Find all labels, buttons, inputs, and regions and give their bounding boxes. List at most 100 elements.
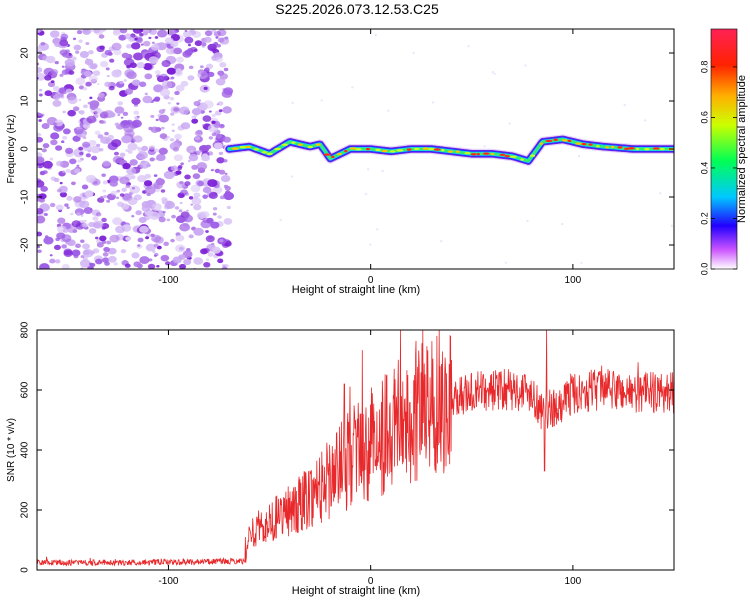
noise-speckle (165, 261, 171, 266)
noise-speckle (175, 68, 182, 74)
noise-speckle (93, 107, 103, 115)
noise-speckle (85, 81, 92, 87)
snr-series (37, 330, 674, 567)
noise-speckle (212, 185, 223, 194)
noise-speckle (59, 191, 68, 198)
noise-speckle (133, 194, 142, 201)
noise-speckle (122, 111, 129, 117)
noise-speckle (108, 85, 115, 91)
x-tick-label: -100 (158, 576, 178, 587)
noise-speckle (137, 244, 141, 247)
y-tick-label: -20 (20, 237, 31, 252)
noise-speckle (78, 39, 83, 43)
noise-speckle (144, 73, 153, 80)
noise-speckle (62, 128, 71, 135)
noise-speckle (75, 77, 86, 85)
noise-speckle (37, 245, 41, 249)
spectrogram-y-label: Frequency (Hz) (6, 115, 17, 184)
noise-speckle (72, 37, 77, 41)
track-peak (261, 151, 268, 154)
noise-speckle (57, 217, 66, 224)
noise-speckle (159, 88, 171, 97)
noise-speckle (93, 29, 104, 35)
noise-speckle (160, 189, 166, 193)
noise-speckle (139, 160, 150, 169)
noise-speckle (101, 240, 107, 244)
noise-speckle (59, 39, 69, 47)
noise-speckle (114, 122, 120, 127)
noise-speckle (49, 30, 60, 38)
noise-speckle (491, 71, 495, 74)
y-tick-label: -10 (20, 189, 31, 204)
noise-speckle (109, 58, 115, 63)
noise-speckle (176, 102, 180, 105)
noise-speckle (191, 108, 202, 116)
noise-speckle (65, 168, 71, 173)
snr-panel: -100 0 100 0 200 400 600 800 Height of straigh… (6, 321, 675, 597)
noise-speckle (217, 215, 222, 219)
noise-speckle (142, 31, 149, 36)
noise-speckle (56, 160, 64, 167)
track-peak (344, 149, 348, 153)
noise-speckle (76, 30, 83, 35)
noise-speckle (102, 180, 109, 185)
noise-speckle (685, 246, 687, 248)
noise-speckle (175, 84, 185, 92)
noise-speckle (125, 236, 131, 241)
noise-speckle (157, 29, 168, 38)
track-peak (617, 146, 623, 149)
noise-speckle (220, 174, 231, 183)
noise-speckle (139, 33, 144, 37)
noise-speckle (38, 119, 42, 122)
noise-speckle (483, 145, 486, 148)
noise-speckle (39, 170, 46, 176)
noise-speckle (37, 215, 46, 224)
noise-speckle (186, 209, 189, 212)
noise-speckle (135, 210, 142, 216)
noise-speckle (113, 151, 119, 156)
noise-speckle (508, 122, 511, 125)
snr-frame (36, 329, 675, 571)
spectrogram-signal-track (224, 134, 674, 166)
noise-speckle (99, 60, 109, 68)
snr-y-axis: 0 200 400 600 800 (20, 321, 674, 573)
noise-speckle (81, 184, 89, 190)
noise-speckle (192, 173, 201, 180)
snr-y-label: SNR (10 * v/v) (6, 418, 17, 482)
noise-speckle (224, 172, 228, 175)
noise-speckle (62, 135, 68, 140)
noise-speckle (109, 234, 120, 243)
noise-speckle (55, 204, 64, 211)
spectrogram-x-label: Height of straight line (km) (292, 284, 420, 296)
snr-x-axis: -100 0 100 (158, 330, 582, 587)
x-tick-label: 100 (565, 576, 582, 587)
noise-speckle (205, 230, 209, 233)
noise-speckle (139, 256, 150, 265)
noise-speckle (169, 96, 175, 101)
noise-speckle (44, 213, 48, 216)
noise-speckle (37, 231, 43, 237)
noise-speckle (154, 254, 157, 257)
noise-speckle (92, 70, 101, 77)
noise-speckle (54, 60, 59, 65)
noise-speckle (96, 82, 100, 86)
noise-speckle (99, 45, 105, 50)
noise-speckle (143, 63, 153, 71)
noise-speckle (132, 29, 143, 34)
noise-speckle (101, 173, 106, 177)
noise-speckle (279, 218, 282, 222)
noise-speckle (205, 144, 212, 150)
noise-speckle (174, 133, 182, 140)
noise-speckle (54, 119, 64, 127)
noise-speckle (158, 147, 168, 155)
noise-speckle (176, 181, 186, 189)
track-peak (447, 150, 454, 153)
noise-speckle (81, 222, 89, 228)
noise-speckle (104, 49, 112, 56)
noise-speckle (81, 133, 86, 137)
noise-speckle (211, 113, 216, 117)
noise-speckle (112, 217, 123, 226)
track-peak (291, 141, 296, 144)
noise-speckle (80, 255, 85, 259)
noise-speckle (119, 29, 128, 34)
